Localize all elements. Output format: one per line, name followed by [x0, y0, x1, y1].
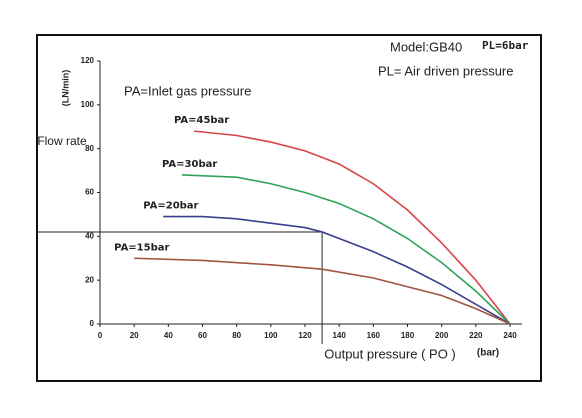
series-label: PA=45bar [174, 115, 229, 126]
x-tick-label: 60 [198, 331, 207, 340]
x-tick-label: 240 [503, 331, 517, 340]
x-unit: (bar) [477, 348, 499, 359]
x-tick-label: 0 [98, 331, 103, 340]
x-tick-label: 200 [435, 331, 449, 340]
y-label: Flow rate [37, 134, 87, 148]
model-badge: PL=6bar [482, 39, 529, 52]
y-tick-label: 100 [81, 100, 95, 109]
model-title: Model:GB40 [390, 39, 462, 54]
series-label: PA=20bar [143, 201, 198, 212]
x-tick-label: 100 [264, 331, 278, 340]
series-line [193, 130, 511, 325]
y-tick-label: 60 [85, 188, 94, 197]
y-tick-label: 0 [90, 319, 95, 328]
x-tick-label: 180 [401, 331, 415, 340]
series-label: PA=30bar [162, 159, 217, 170]
subtitle: PL= Air driven pressure [378, 63, 513, 78]
y-unit: (LN/min) [60, 70, 70, 107]
series-line [163, 215, 511, 325]
x-label: Output pressure ( PO ) [324, 346, 456, 361]
y-tick-label: 120 [81, 56, 95, 65]
x-tick-label: 120 [298, 331, 312, 340]
frame [36, 34, 542, 382]
annotation: PA=Inlet gas pressure [124, 83, 251, 98]
x-tick-label: 80 [232, 331, 241, 340]
series-label: PA=15bar [114, 242, 169, 253]
x-tick-label: 40 [164, 331, 173, 340]
x-tick-label: 220 [469, 331, 483, 340]
y-tick-label: 40 [85, 231, 94, 240]
x-tick-label: 160 [367, 331, 381, 340]
x-tick-label: 20 [130, 331, 139, 340]
y-tick-label: 20 [85, 275, 94, 284]
series-line [134, 257, 511, 325]
x-tick-label: 140 [332, 331, 346, 340]
y-tick-label: 80 [85, 144, 94, 153]
series-line [181, 174, 511, 325]
